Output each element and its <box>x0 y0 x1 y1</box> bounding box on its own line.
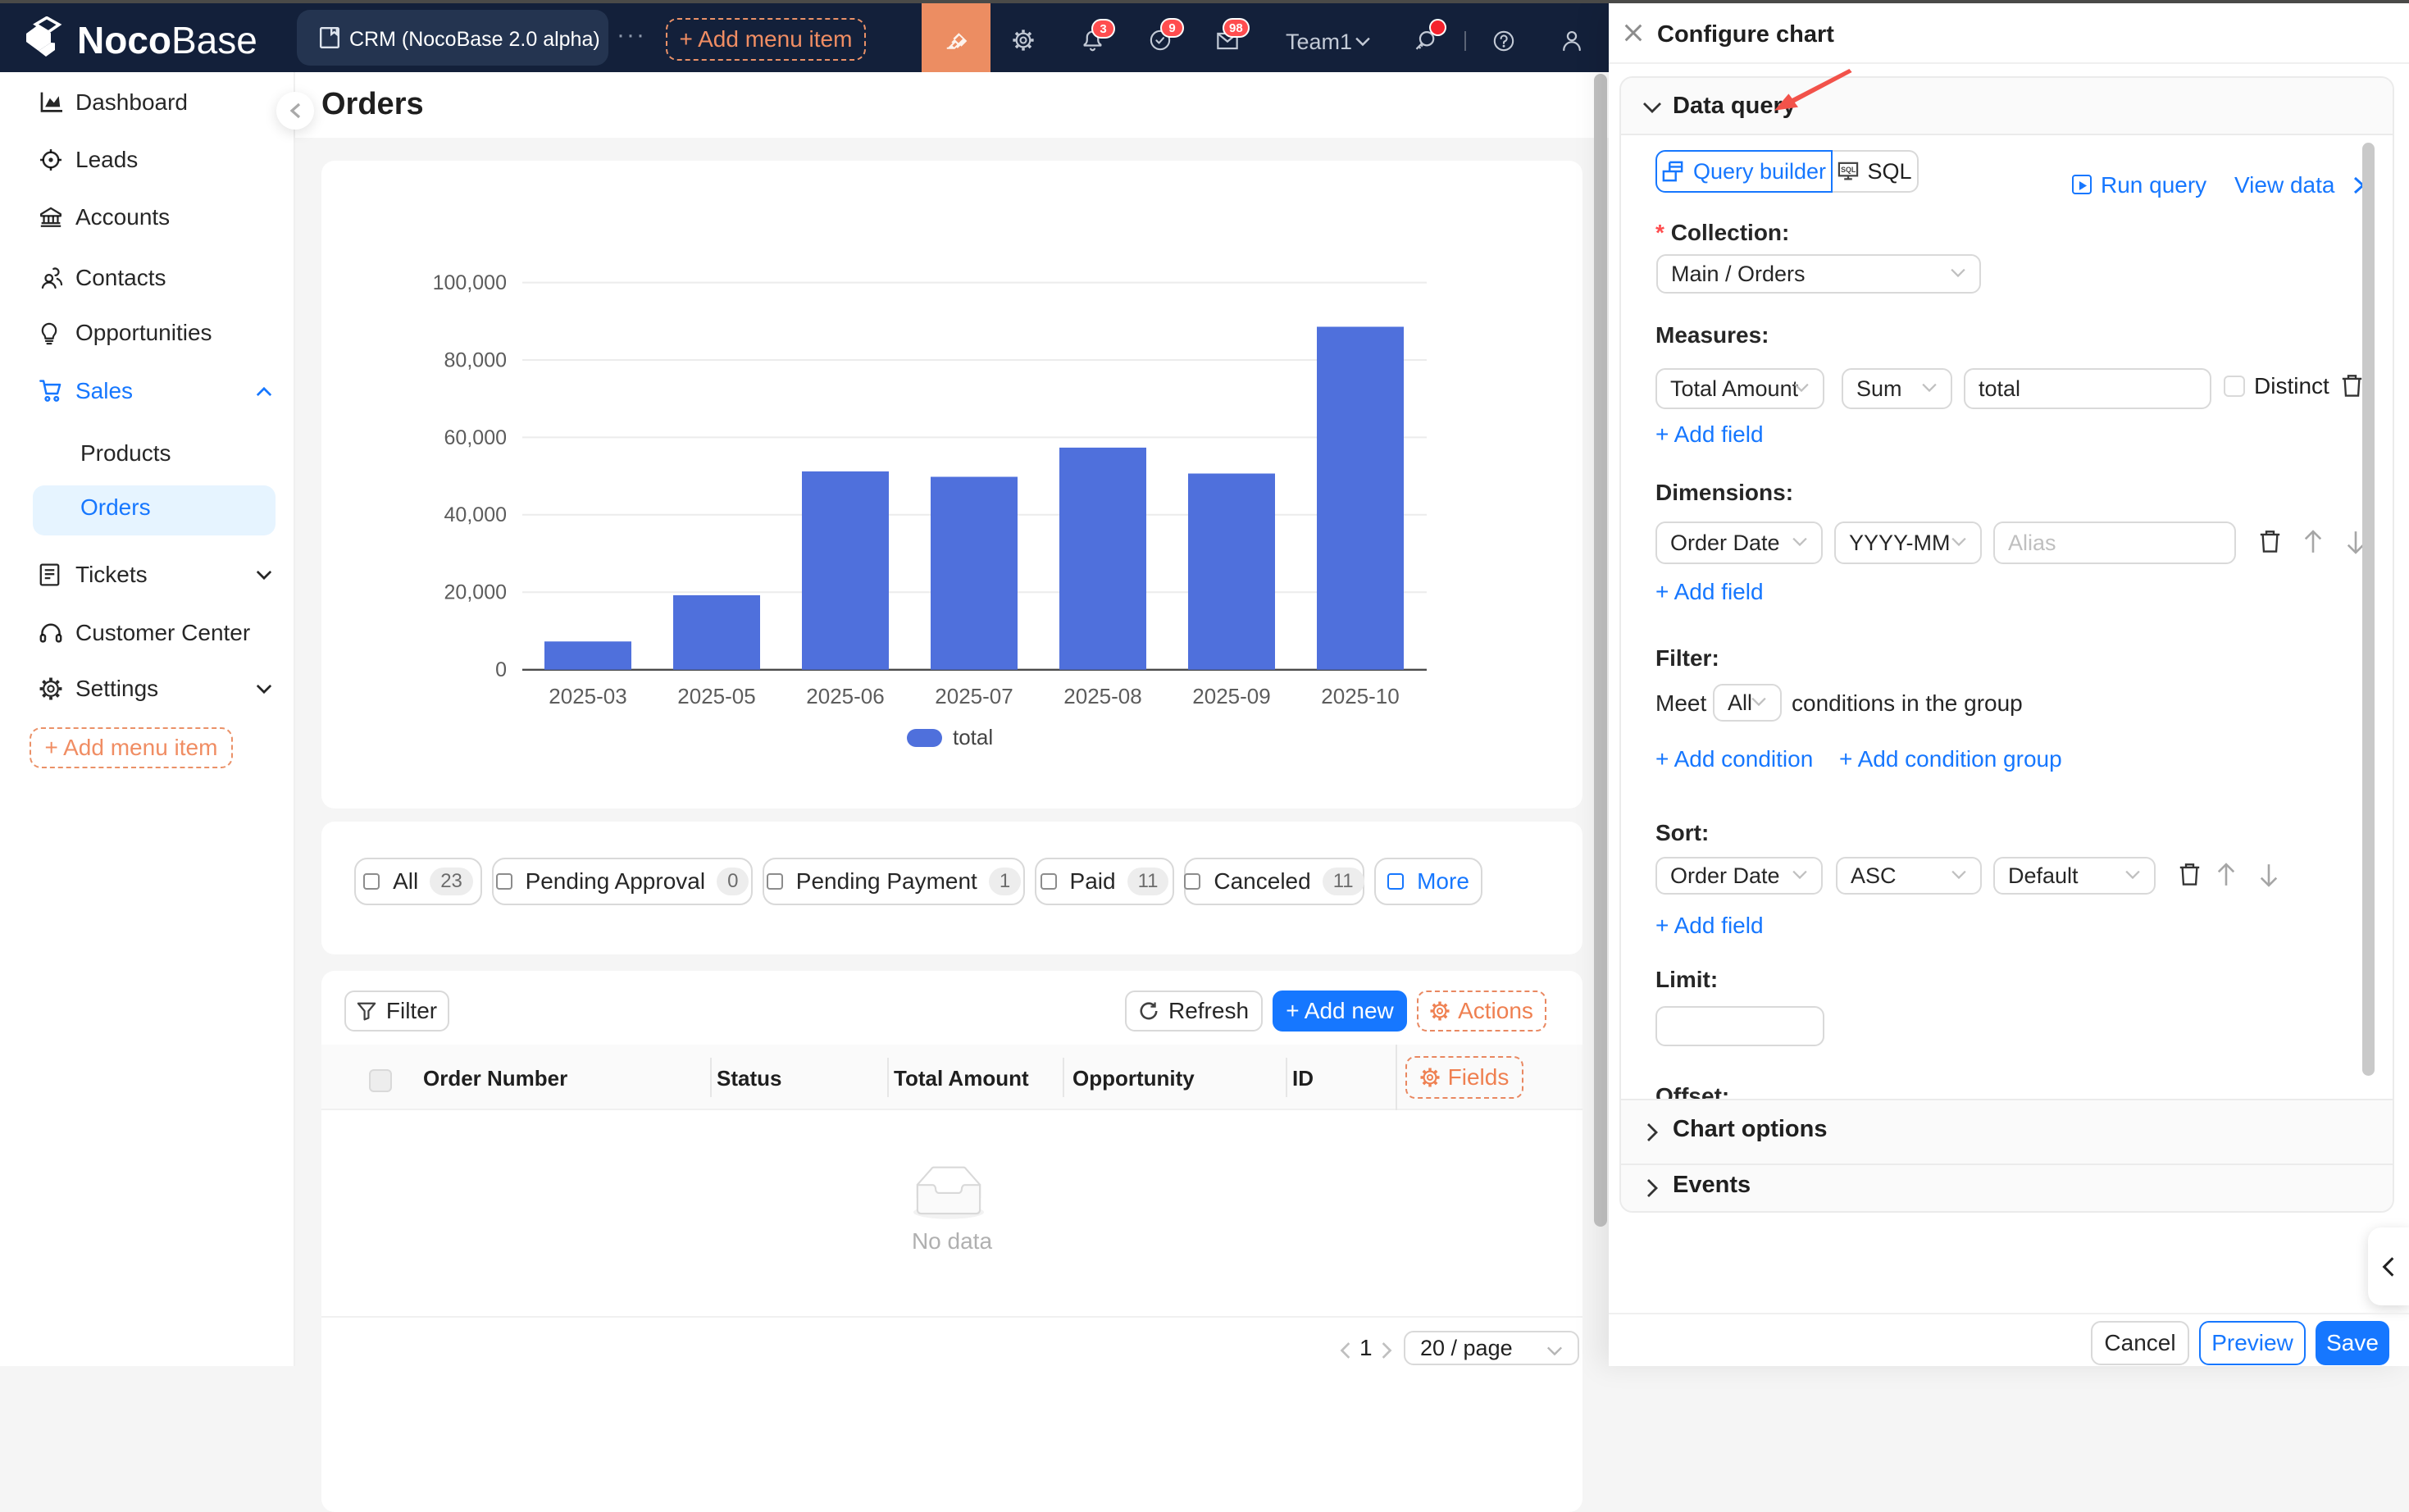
svg-text:2025-08: 2025-08 <box>1063 684 1141 708</box>
svg-text:2025-06: 2025-06 <box>806 684 884 708</box>
svg-text:2025-07: 2025-07 <box>935 684 1013 708</box>
svg-text:total: total <box>953 725 993 749</box>
svg-text:20,000: 20,000 <box>444 581 507 604</box>
svg-text:2025-10: 2025-10 <box>1321 684 1399 708</box>
svg-text:60,000: 60,000 <box>444 426 507 449</box>
svg-text:100,000: 100,000 <box>433 271 507 294</box>
svg-text:40,000: 40,000 <box>444 503 507 526</box>
svg-text:SQL: SQL <box>1842 166 1857 174</box>
svg-text:2025-09: 2025-09 <box>1192 684 1270 708</box>
svg-text:2025-05: 2025-05 <box>677 684 755 708</box>
svg-text:80,000: 80,000 <box>444 348 507 371</box>
svg-text:0: 0 <box>495 658 507 681</box>
svg-text:2025-03: 2025-03 <box>549 684 626 708</box>
